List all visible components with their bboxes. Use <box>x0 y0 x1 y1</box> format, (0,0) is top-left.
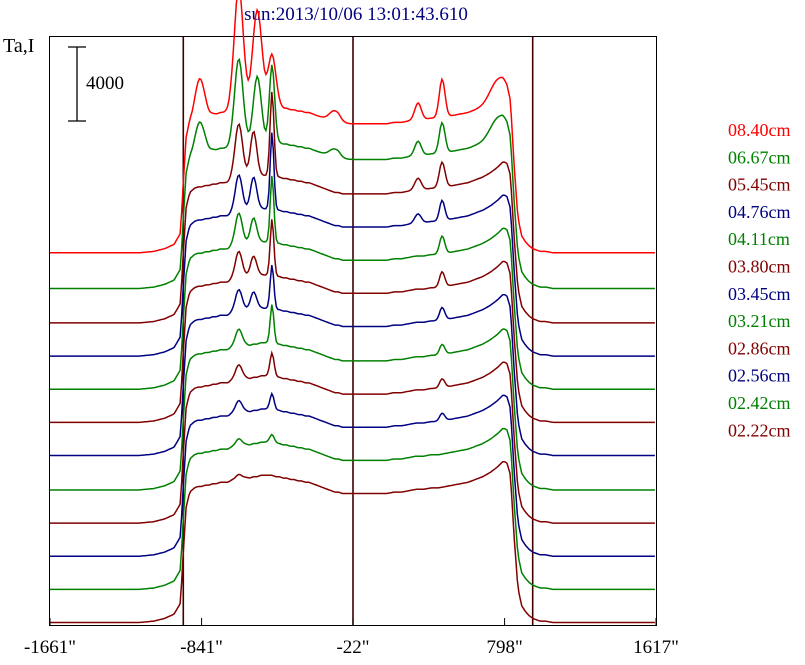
legend-entry-9: 02.56cm <box>728 366 791 386</box>
scale-bar: 4000 <box>68 46 124 122</box>
series-line-8 <box>50 350 655 524</box>
series-line-3 <box>50 132 655 357</box>
scale-bar-label: 4000 <box>86 73 124 94</box>
legend-entry-10: 02.42cm <box>728 393 791 413</box>
x-tick-label-1: -841" <box>180 637 223 658</box>
plot-frame <box>49 36 657 626</box>
legend-entry-1: 06.67cm <box>728 147 791 167</box>
legend-entry-2: 05.45cm <box>728 175 791 195</box>
x-tick-label-4: 1617" <box>633 637 679 658</box>
legend-entry-4: 04.11cm <box>728 229 790 249</box>
legend-entry-6: 03.45cm <box>728 284 791 304</box>
chart-title: sun:2013/10/06 13:01:43.610 <box>244 4 468 25</box>
legend-entry-5: 03.80cm <box>728 257 791 277</box>
series-line-10 <box>50 427 655 591</box>
series-line-1 <box>50 57 655 290</box>
series-line-9 <box>50 391 655 558</box>
x-tick-label-2: -22" <box>336 637 369 658</box>
series-line-5 <box>50 219 655 424</box>
series-line-6 <box>50 264 655 457</box>
legend-entry-8: 02.86cm <box>728 338 791 358</box>
legend-entry-3: 04.76cm <box>728 202 791 222</box>
legend-entry-11: 02.22cm <box>728 420 791 440</box>
legend-entry-7: 03.21cm <box>728 311 791 331</box>
legend-entry-0: 08.40cm <box>728 120 791 140</box>
x-tick-label-3: 798" <box>486 637 522 658</box>
series-line-7 <box>50 304 655 491</box>
series-line-11 <box>50 460 655 624</box>
series-line-4 <box>50 175 655 390</box>
series-line-2 <box>50 91 655 324</box>
y-axis-label: Ta,I <box>3 35 34 57</box>
x-tick-label-0: -1661" <box>24 637 76 658</box>
series-line-0 <box>50 0 655 254</box>
